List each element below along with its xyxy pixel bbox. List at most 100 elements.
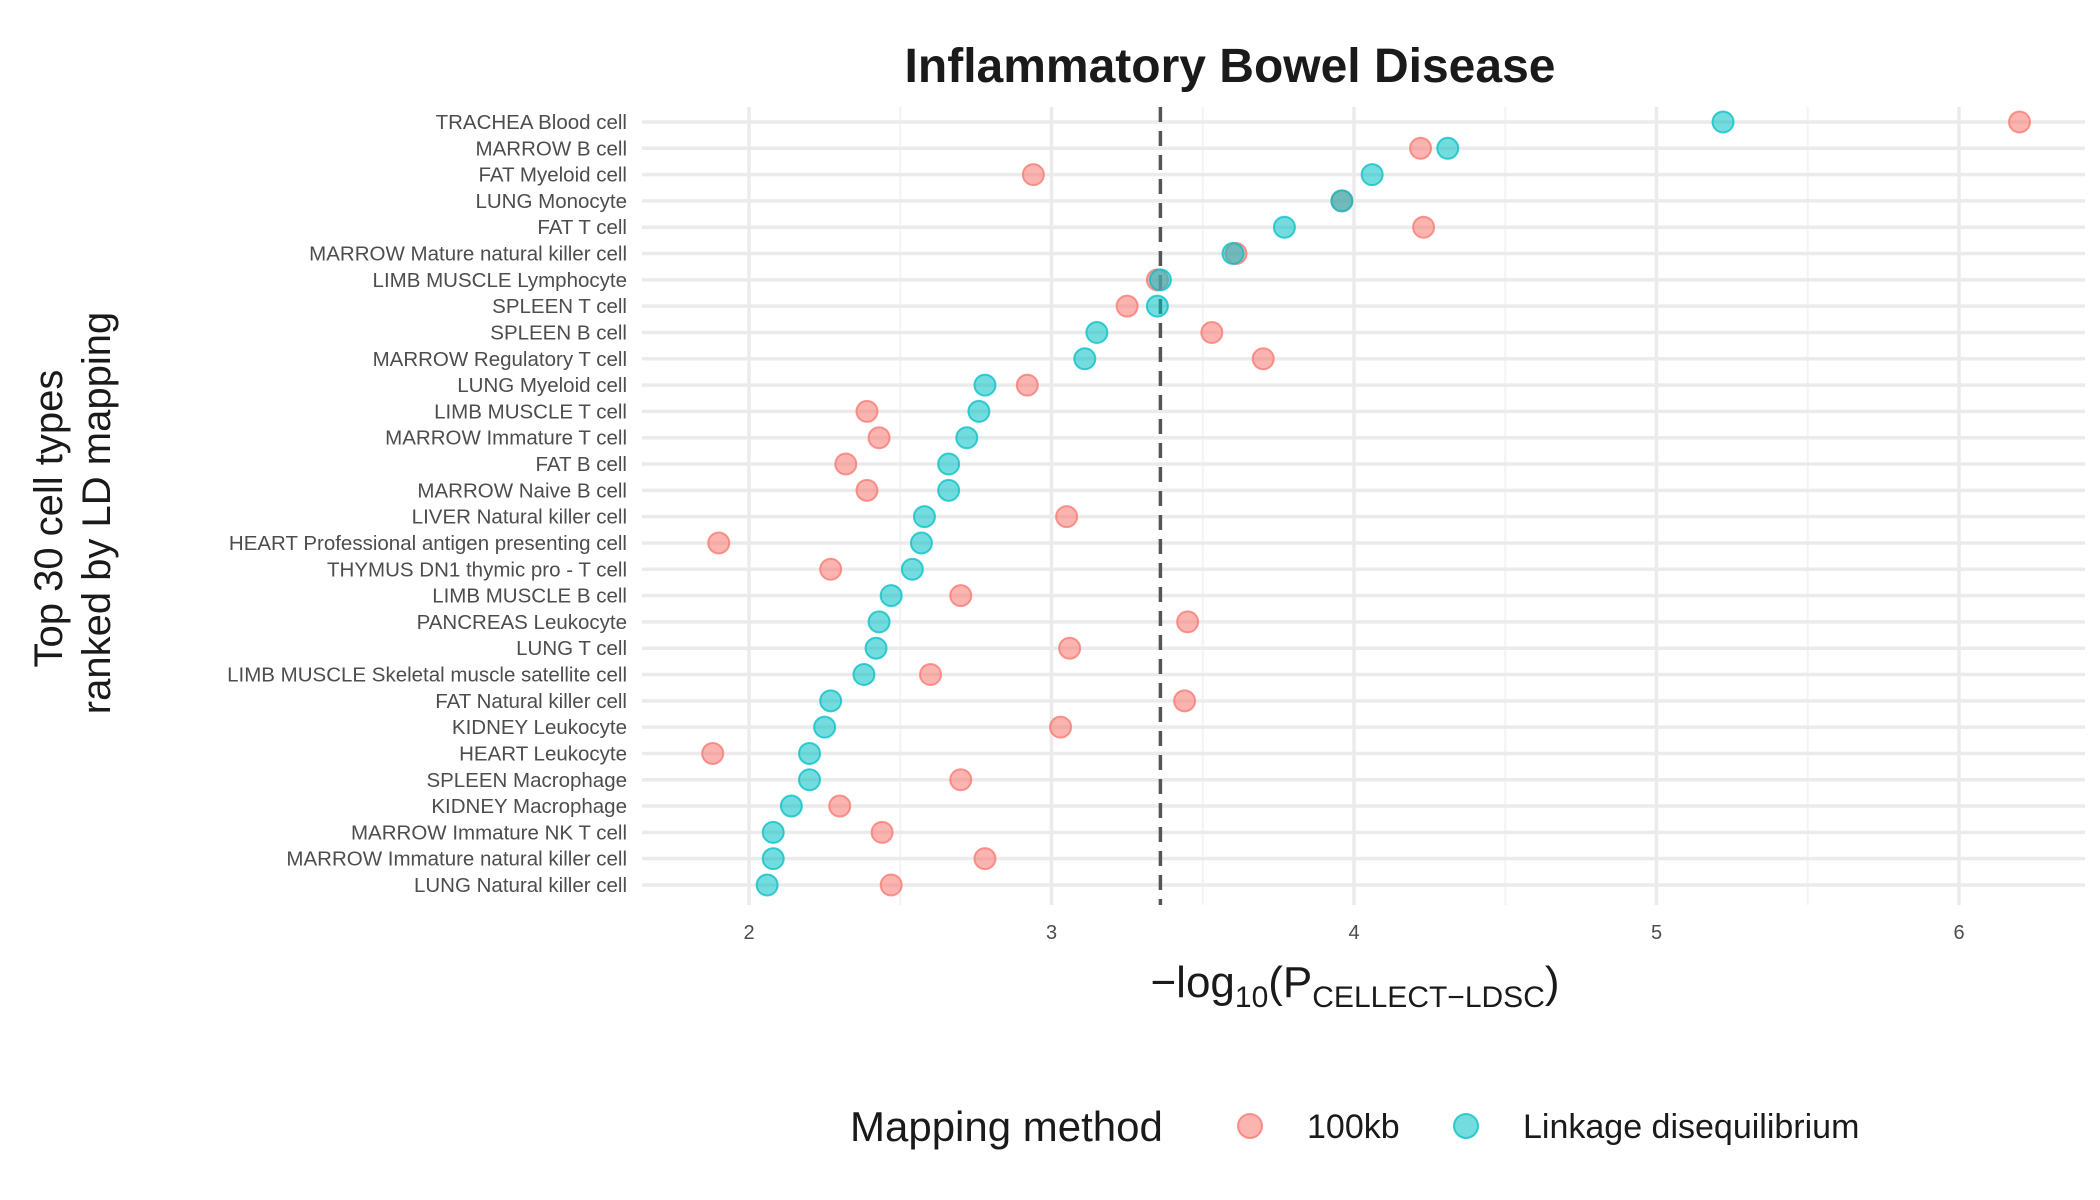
x-tick-label: 6 xyxy=(1953,922,1964,944)
point-100kb xyxy=(819,557,843,581)
point-linkage-disequilibrium xyxy=(937,478,961,502)
point-100kb xyxy=(949,584,973,608)
point-linkage-disequilibrium xyxy=(1330,189,1354,213)
point-linkage-disequilibrium xyxy=(813,715,837,739)
point-100kb xyxy=(1015,373,1039,397)
point-100kb xyxy=(828,794,852,818)
point-linkage-disequilibrium xyxy=(937,452,961,476)
point-100kb xyxy=(1412,215,1436,239)
grid-layer xyxy=(642,107,2085,905)
y-tick-label: LUNG Monocyte xyxy=(475,190,627,213)
y-tick-label: MARROW Immature natural killer cell xyxy=(286,848,627,871)
y-tick-label: LIMB MUSCLE B cell xyxy=(432,585,627,608)
point-linkage-disequilibrium xyxy=(1073,347,1097,371)
legend-key-100kb xyxy=(1237,1113,1263,1139)
y-tick-label: LIMB MUSCLE Skeletal muscle satellite ce… xyxy=(227,664,627,687)
point-100kb xyxy=(1058,636,1082,660)
y-tick-label: TRACHEA Blood cell xyxy=(436,111,627,134)
point-linkage-disequilibrium xyxy=(1272,215,1296,239)
y-tick-label: MARROW Immature T cell xyxy=(385,427,627,450)
point-100kb xyxy=(949,768,973,792)
point-100kb xyxy=(1200,320,1224,344)
point-100kb xyxy=(870,820,894,844)
point-linkage-disequilibrium xyxy=(864,636,888,660)
y-tick-label: PANCREAS Leukocyte xyxy=(417,611,627,634)
y-tick-label: LIVER Natural killer cell xyxy=(412,506,627,529)
point-100kb xyxy=(879,873,903,897)
point-linkage-disequilibrium xyxy=(955,426,979,450)
point-100kb xyxy=(855,478,879,502)
point-100kb xyxy=(1115,294,1139,318)
point-linkage-disequilibrium xyxy=(798,741,821,765)
point-100kb xyxy=(707,531,731,555)
point-linkage-disequilibrium xyxy=(819,689,843,713)
y-tick-label: FAT Myeloid cell xyxy=(479,164,628,187)
point-100kb xyxy=(2008,110,2031,134)
y-tick-label: HEART Professional antigen presenting ce… xyxy=(229,532,627,555)
y-tick-label: FAT B cell xyxy=(535,453,627,476)
point-linkage-disequilibrium xyxy=(761,820,785,844)
legend-label-linkage-disequilibrium: Linkage disequilibrium xyxy=(1523,1108,1859,1146)
point-100kb xyxy=(1176,610,1200,634)
point-linkage-disequilibrium xyxy=(761,847,785,871)
x-axis-label-close: ) xyxy=(1545,958,1560,1007)
y-tick-label: FAT Natural killer cell xyxy=(435,690,627,713)
point-100kb xyxy=(855,399,879,423)
point-linkage-disequilibrium xyxy=(852,663,876,687)
point-100kb xyxy=(1049,715,1073,739)
x-tick-label: 3 xyxy=(1046,922,1057,944)
y-tick-label: SPLEEN T cell xyxy=(492,295,627,318)
point-100kb xyxy=(919,663,942,687)
point-linkage-disequilibrium xyxy=(967,399,991,423)
y-tick-label: LUNG Myeloid cell xyxy=(457,374,627,397)
legend-label-100kb: 100kb xyxy=(1307,1108,1400,1146)
y-tick-label: LUNG Natural killer cell xyxy=(414,874,627,897)
point-100kb xyxy=(701,741,725,765)
y-tick-label: MARROW Mature natural killer cell xyxy=(309,243,627,266)
point-linkage-disequilibrium xyxy=(779,794,803,818)
point-linkage-disequilibrium xyxy=(1436,136,1460,160)
data-points xyxy=(701,110,2031,897)
point-100kb xyxy=(973,847,997,871)
y-tick-label: LIMB MUSCLE T cell xyxy=(434,400,627,423)
y-tick-label: KIDNEY Leukocyte xyxy=(452,716,627,739)
point-100kb xyxy=(1021,163,1045,187)
y-axis-label-line-1: Top 30 cell types xyxy=(27,370,71,668)
y-tick-label: LUNG T cell xyxy=(516,637,627,660)
chart-title: Inflammatory Bowel Disease xyxy=(905,40,1556,93)
x-axis-label-open: (P xyxy=(1268,958,1312,1007)
x-axis-label-prefix: −log xyxy=(1150,958,1234,1007)
x-axis-label-p-subscript: CELLECT−LDSC xyxy=(1312,981,1545,1014)
y-tick-label: MARROW Naive B cell xyxy=(417,479,627,502)
x-tick-label: 5 xyxy=(1651,922,1662,944)
y-tick-label: MARROW Immature NK T cell xyxy=(351,821,627,844)
y-tick-label: THYMUS DN1 thymic pro - T cell xyxy=(327,558,627,581)
point-linkage-disequilibrium xyxy=(1148,268,1172,292)
x-axis-label-log-subscript: 10 xyxy=(1235,981,1268,1014)
point-linkage-disequilibrium xyxy=(909,531,933,555)
point-linkage-disequilibrium xyxy=(867,610,891,634)
y-tick-label: LIMB MUSCLE Lymphocyte xyxy=(373,269,627,292)
point-100kb xyxy=(834,452,858,476)
point-linkage-disequilibrium xyxy=(1360,163,1384,187)
x-axis-label: −log10(PCELLECT−LDSC) xyxy=(1150,958,1559,1014)
point-linkage-disequilibrium xyxy=(798,768,821,792)
y-tick-label: MARROW B cell xyxy=(476,137,627,160)
point-linkage-disequilibrium xyxy=(973,373,997,397)
point-linkage-disequilibrium xyxy=(1711,110,1735,134)
y-tick-label: SPLEEN B cell xyxy=(490,321,627,344)
y-tick-label: SPLEEN Macrophage xyxy=(426,769,627,792)
y-tick-label: MARROW Regulatory T cell xyxy=(373,348,627,371)
point-linkage-disequilibrium xyxy=(879,584,903,608)
point-linkage-disequilibrium xyxy=(755,873,779,897)
x-tick-label: 4 xyxy=(1348,922,1359,944)
x-tick-labels: 2 3 4 5 6 xyxy=(743,922,1964,944)
legend-key-linkage-disequilibrium xyxy=(1453,1113,1479,1139)
point-100kb xyxy=(1409,136,1433,160)
point-linkage-disequilibrium xyxy=(1145,294,1169,318)
x-tick-label: 2 xyxy=(743,922,754,944)
point-100kb xyxy=(867,426,891,450)
y-axis-label-line-2: ranked by LD mapping xyxy=(75,312,119,714)
y-tick-labels: TRACHEA Blood cell MARROW B cell FAT Myelo… xyxy=(227,111,627,897)
point-100kb xyxy=(1251,347,1275,371)
